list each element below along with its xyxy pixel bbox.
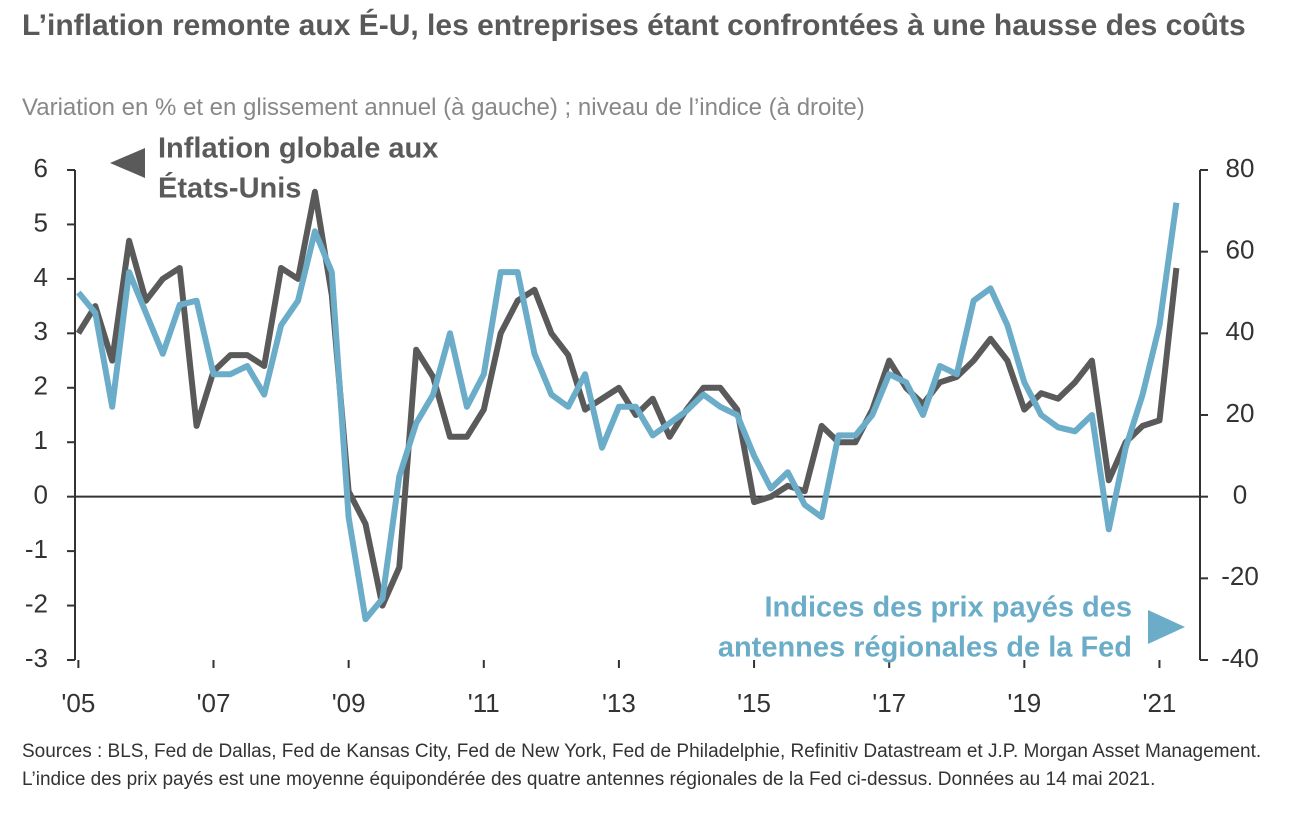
x-tick-label: '11 [468, 688, 500, 718]
y2-tick-label: -20 [1221, 561, 1259, 591]
x-tick-label: '15 [737, 688, 771, 718]
chart-title: L’inflation remonte aux É-U, les entrepr… [22, 9, 1246, 42]
x-tick-label: '13 [602, 688, 636, 718]
annotation: États-Unis [158, 171, 301, 205]
y-tick-label: 2 [34, 371, 48, 401]
annotation: Inflation globale aux [158, 133, 438, 165]
y-tick-label: 3 [34, 316, 48, 346]
y-tick-label: -1 [25, 534, 48, 564]
annotation-arrow [110, 148, 145, 178]
y-tick-label: 0 [34, 480, 48, 510]
y-tick-label: 4 [34, 262, 48, 292]
series-line [75, 188, 1180, 609]
y-tick-label: 6 [34, 153, 48, 183]
annotation-arrow [1148, 610, 1185, 644]
y2-tick-label: 40 [1226, 316, 1255, 346]
y-tick-label: 5 [34, 207, 48, 237]
x-tick-label: '21 [1143, 688, 1177, 718]
y2-tick-label: 60 [1226, 235, 1255, 265]
annotation: Indices des prix payés des [764, 592, 1132, 624]
y-tick-label: -2 [25, 588, 48, 618]
x-tick-label: '05 [61, 688, 95, 718]
y2-tick-label: -40 [1221, 643, 1259, 673]
x-tick-label: '19 [1007, 688, 1041, 718]
y-tick-label: 1 [34, 425, 48, 455]
y2-tick-label: 0 [1233, 480, 1247, 510]
series-line [76, 202, 1180, 623]
annotation: antennes régionales de la Fed [718, 632, 1132, 664]
source-note: Sources : BLS, Fed de Dallas, Fed de Kan… [22, 741, 1262, 790]
y2-tick-label: 20 [1226, 398, 1255, 428]
y2-tick-label: 80 [1226, 153, 1255, 183]
x-tick-label: '17 [872, 688, 906, 718]
y-tick-label: -3 [25, 643, 48, 673]
chart-subtitle: Variation en % et en glissement annuel (… [22, 94, 865, 121]
x-tick-label: '09 [332, 688, 366, 718]
x-tick-label: '07 [197, 688, 231, 718]
